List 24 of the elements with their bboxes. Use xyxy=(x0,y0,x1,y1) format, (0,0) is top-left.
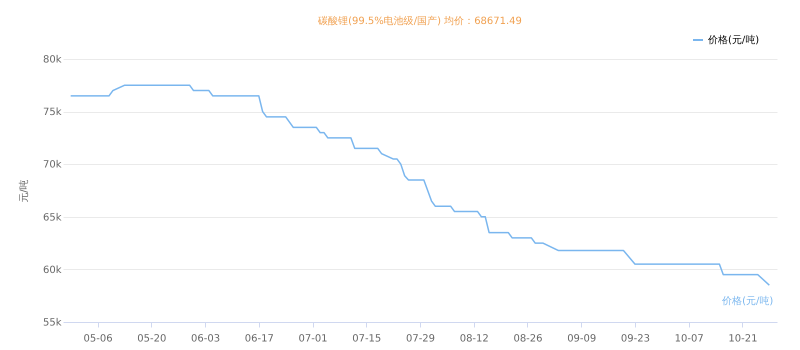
x-tick-label: 08-26 xyxy=(513,334,543,344)
text: 价格(元/吨) xyxy=(722,296,774,308)
y-tick-label: 55k xyxy=(42,318,62,328)
x-tick-label: 07-01 xyxy=(298,334,328,344)
x-tick-label: 07-29 xyxy=(406,334,436,344)
x-tick-label: 06-17 xyxy=(244,334,274,344)
line-series xyxy=(70,84,770,286)
y-tick-label: 75k xyxy=(42,107,62,118)
y-tick-label: 65k xyxy=(42,212,62,224)
y-tick-label: 60k xyxy=(42,264,62,276)
y-tick-label: 80k xyxy=(42,54,62,66)
x-tick-label: 09-23 xyxy=(620,334,650,344)
x-tick-label: 10-07 xyxy=(674,334,704,344)
x-tick-label: 05-20 xyxy=(137,334,166,344)
x-tick-label: 10-21 xyxy=(728,334,758,344)
legend-label: 价格(元/吨) xyxy=(707,34,760,46)
y-axis-title: 元/吨 xyxy=(18,179,30,203)
x-tick-label: 05-06 xyxy=(84,334,113,344)
x-tick-label: 06-03 xyxy=(191,334,220,344)
chart-title: 碳酸锂(99.5%电池级/国产) 均价：68671.49 xyxy=(317,15,522,27)
x-tick-label: 07-15 xyxy=(352,334,382,344)
y-tick-label: 70k xyxy=(42,160,62,171)
x-tick-label: 08-12 xyxy=(460,334,489,344)
x-tick-label: 09-09 xyxy=(567,334,596,344)
